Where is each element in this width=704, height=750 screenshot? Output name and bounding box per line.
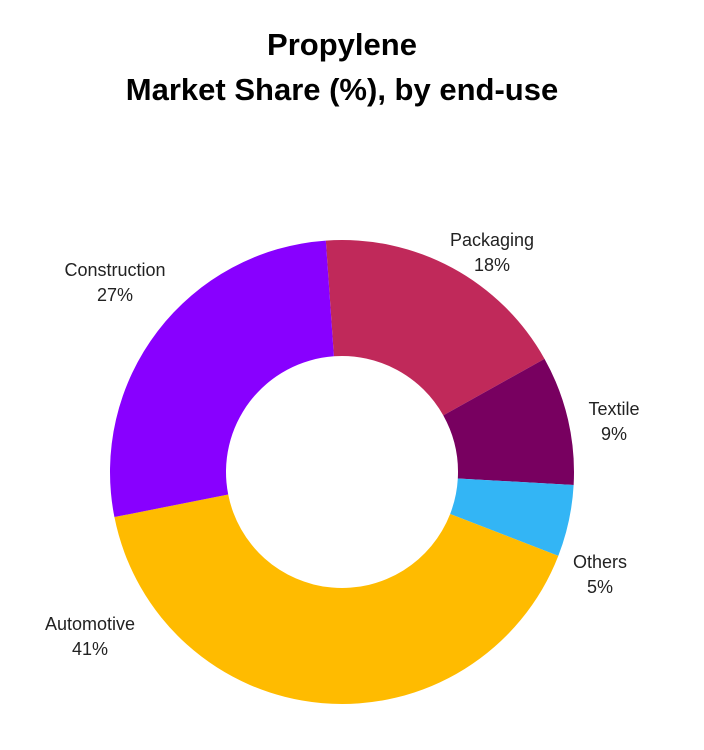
- value-label: 41%: [72, 639, 108, 659]
- value-label: 18%: [474, 255, 510, 275]
- slice-label: Others: [573, 552, 627, 572]
- slice-label: Textile: [588, 399, 639, 419]
- chart-title: Market Share (%), by end-use: [126, 72, 558, 107]
- chart-title: Propylene: [267, 27, 417, 62]
- slice-label: Automotive: [45, 614, 135, 634]
- slice-label: Construction: [64, 260, 165, 280]
- donut-slice: [443, 358, 574, 485]
- value-label: 5%: [587, 577, 613, 597]
- slice-label: Packaging: [450, 230, 534, 250]
- value-label: 9%: [601, 424, 627, 444]
- donut-slice: [450, 478, 574, 556]
- donut-slice: [110, 240, 334, 518]
- donut-slice: [114, 494, 559, 704]
- donut-slice: [325, 240, 545, 416]
- value-label: 27%: [97, 285, 133, 305]
